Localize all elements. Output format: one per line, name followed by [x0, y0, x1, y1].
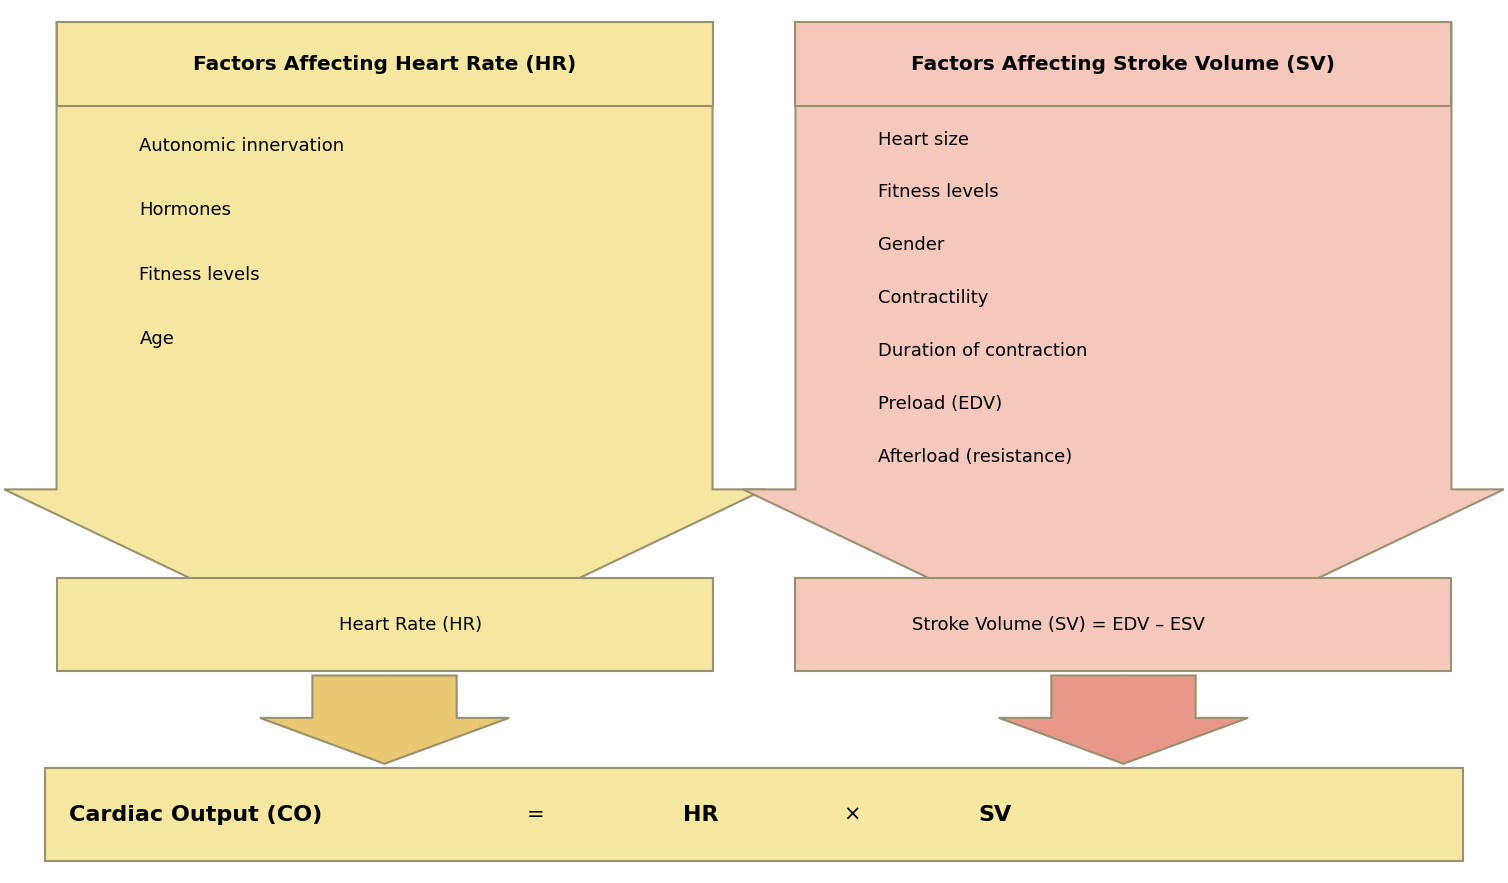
Text: =: =	[526, 804, 544, 825]
Text: Heart Rate (HR): Heart Rate (HR)	[339, 615, 483, 634]
Text: Factors Affecting Heart Rate (HR): Factors Affecting Heart Rate (HR)	[193, 55, 576, 73]
Text: Factors Affecting Stroke Volume (SV): Factors Affecting Stroke Volume (SV)	[911, 55, 1336, 73]
Text: Fitness levels: Fitness levels	[139, 266, 259, 283]
Bar	[796, 22, 1451, 106]
Text: Autonomic innervation: Autonomic innervation	[139, 137, 345, 155]
Text: Preload (EDV): Preload (EDV)	[878, 396, 1003, 413]
Text: Cardiac Output (CO): Cardiac Output (CO)	[69, 804, 323, 825]
Bar	[45, 768, 1463, 861]
Bar	[57, 578, 713, 671]
Text: Age: Age	[139, 330, 175, 348]
Text: Heart size: Heart size	[878, 131, 970, 148]
Text: Gender: Gender	[878, 237, 946, 254]
Bar	[796, 578, 1451, 671]
Text: Stroke Volume (SV) = EDV – ESV: Stroke Volume (SV) = EDV – ESV	[912, 615, 1205, 634]
Polygon shape	[743, 22, 1503, 671]
Polygon shape	[5, 22, 765, 671]
Text: Fitness levels: Fitness levels	[878, 184, 998, 201]
Polygon shape	[259, 675, 510, 764]
Text: HR: HR	[683, 804, 719, 825]
Text: Hormones: Hormones	[139, 201, 232, 219]
Polygon shape	[998, 675, 1249, 764]
Text: Contractility: Contractility	[878, 290, 989, 307]
Bar	[57, 22, 713, 106]
Text: ×: ×	[843, 804, 861, 825]
Text: Duration of contraction: Duration of contraction	[878, 343, 1087, 360]
Text: Afterload (resistance): Afterload (resistance)	[878, 449, 1072, 466]
Text: SV: SV	[979, 804, 1012, 825]
